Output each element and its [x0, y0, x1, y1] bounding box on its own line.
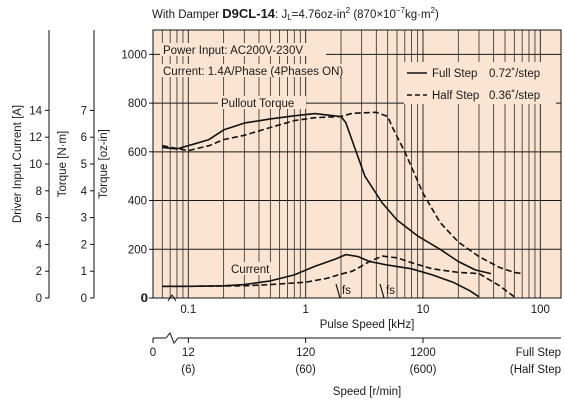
- title-si-open: (870×10: [350, 9, 396, 21]
- legend-full-angle: 0.72˚/step: [489, 68, 540, 80]
- current-axis-tick-label: 4: [36, 239, 43, 251]
- torque-nm-axis-tick-label: 5: [81, 159, 87, 171]
- legend-bg: [404, 62, 556, 104]
- current-axis-tick-label: 10: [29, 159, 42, 171]
- pulse-tick-label: 0.1: [180, 304, 196, 316]
- torque-ozin-tick-label: 0: [141, 293, 147, 305]
- pulse-axis-break: [167, 294, 177, 302]
- current-axis-tick-label: 2: [36, 266, 42, 278]
- legend-full-name: Full Step: [432, 68, 477, 80]
- speed-tick-full: 12: [182, 347, 195, 359]
- torque-ozin-tick-label: 200: [128, 244, 147, 256]
- pulse-axis-title: Pulse Speed [kHz]: [320, 319, 415, 331]
- title-si-exp: −7: [396, 6, 406, 15]
- torque-nm-axis-tick-label: 2: [81, 239, 87, 251]
- speed-tick-half: (6): [181, 364, 195, 376]
- torque-ozin-tick-label: 600: [128, 147, 147, 159]
- pulse-tick-label: 100: [531, 304, 550, 316]
- series-line-pullout_torque-half: [162, 111, 523, 275]
- fs-label-1: fs: [342, 285, 351, 297]
- speed-end-half-label: (Half Step: [510, 364, 561, 376]
- current-axis-tick-label: 14: [29, 105, 42, 117]
- speed-tick-full: 120: [296, 347, 315, 359]
- plot-frame: [152, 29, 562, 299]
- current-axis-tick-label: 6: [36, 213, 42, 225]
- series-group: [162, 111, 523, 299]
- torque-ozin-tick-label: 800: [128, 98, 147, 110]
- pulse-speed-axis: 0 0.1 1 10 100: [142, 293, 550, 316]
- fs-marker-2: [379, 283, 385, 299]
- current-spec-label: Current: 1.4A/Phase (4Phases ON): [163, 66, 343, 78]
- pulse-zero-label: 0: [142, 293, 148, 305]
- pulse-tick-label: 1: [302, 304, 308, 316]
- pulse-tick-label: 10: [417, 304, 430, 316]
- current-axis-tick-label: 8: [36, 186, 42, 198]
- speed-axis-title: Speed [r/min]: [333, 386, 401, 398]
- title-si-end: ): [435, 9, 439, 21]
- torque-nm-axis-tick-label: 0: [81, 293, 87, 305]
- series-line-current-half: [162, 255, 515, 298]
- title-prefix: With Damper: [152, 9, 222, 21]
- pullout-torque-label: Pullout Torque: [221, 98, 294, 110]
- title-inertia-exp: 2: [346, 6, 351, 15]
- torque-nm-axis-tick-label: 6: [81, 132, 87, 144]
- current-label-bg: [228, 262, 276, 275]
- speed-tick-full: 1200: [410, 347, 436, 359]
- legend-half-angle: 0.36˚/step: [489, 90, 540, 102]
- power-label-bg: [160, 43, 326, 56]
- power-input-label: Power Input: AC200V-230V: [163, 45, 303, 57]
- fs-marker-1: [335, 283, 341, 299]
- speed-tick-half: (60): [295, 364, 316, 376]
- title-model: D9CL-14: [222, 6, 276, 21]
- torque-ozin-tick-label: 1000: [121, 49, 147, 61]
- series-line-current-full: [162, 253, 480, 298]
- torque-nm-axis-tick-label: 7: [81, 105, 87, 117]
- torque-nm-axis-title: Torque [N·m]: [57, 131, 69, 197]
- torque-ozin-axis-title: Torque [oz-in]: [98, 129, 110, 199]
- chart-title: With Damper D9CL-14: JL=4.76oz-in2 (870×…: [152, 6, 439, 22]
- current-axis-title: Driver Input Current [A]: [12, 105, 24, 223]
- speed-end-full-label: Full Step: [516, 347, 561, 359]
- speed-axis-break: [165, 332, 179, 344]
- pullout-label-bg: [218, 96, 306, 109]
- current-axis-tick-label: 0: [36, 293, 42, 305]
- torque-ozin-tick-label: 400: [128, 196, 147, 208]
- speed-axis: 0 12 (6) 120 (60) 1200 (600) Full Step (Half Ste…: [150, 332, 561, 376]
- speed-tick-half: (600): [410, 364, 437, 376]
- annotations: Power Input: AC200V-230V Current: 1.4A/P…: [160, 43, 395, 297]
- title-si-exp2: 2: [431, 6, 436, 15]
- torque-nm-axis-tick-label: 1: [81, 266, 87, 278]
- fs-label-2: fs: [386, 285, 395, 297]
- current-axis-tick-label: 12: [29, 132, 42, 144]
- title-sep: :: [275, 9, 281, 21]
- speed-zero-label: 0: [150, 347, 156, 359]
- current-curve-label: Current: [231, 264, 270, 276]
- title-inertia-val: =4.76oz-in: [292, 9, 346, 21]
- title-si-close: kg·m: [405, 9, 431, 21]
- title-inertia-sym: J: [281, 9, 287, 21]
- torque-nm-axis-tick-label: 4: [81, 186, 88, 198]
- legend-half-name: Half Step: [432, 90, 479, 102]
- torque-nm-axis-tick-label: 3: [81, 213, 87, 225]
- legend: Full Step 0.72˚/step Half Step 0.36˚/ste…: [404, 62, 556, 104]
- title-inertia-sub: L: [287, 13, 292, 22]
- current-spec-bg: [160, 64, 360, 77]
